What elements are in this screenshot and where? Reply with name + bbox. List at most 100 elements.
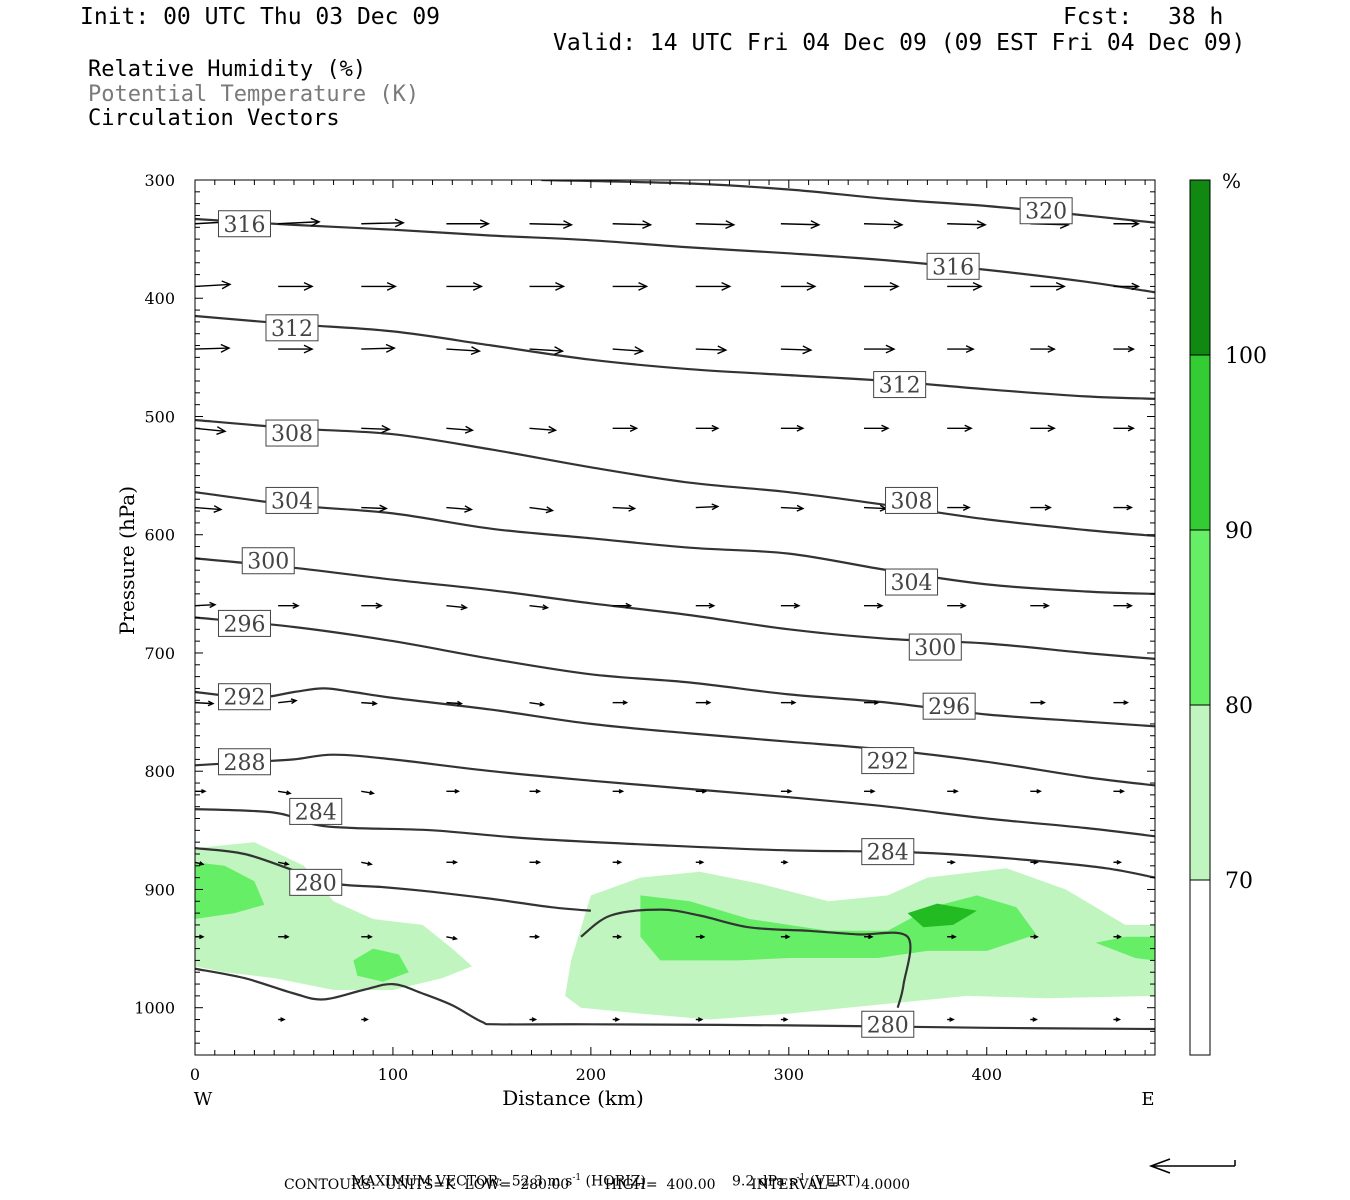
contour-label: 292 [217, 683, 271, 711]
contour-label: 280 [289, 868, 343, 896]
horiz-exponent: -1 [572, 1173, 582, 1183]
west-label: W [194, 1089, 213, 1110]
contour-label: 296 [922, 692, 976, 720]
theta-contour-284 [195, 847, 591, 912]
y-tick-label: 600 [144, 526, 175, 545]
colorbar-tick-label: 80 [1225, 694, 1253, 719]
circulation-vector [695, 788, 708, 794]
circulation-vector [278, 344, 314, 354]
circulation-vector [1030, 424, 1056, 433]
circulation-vector [1113, 425, 1136, 432]
vert-exponent: -1 [796, 1173, 806, 1183]
circulation-vector [446, 281, 484, 291]
circulation-vector [195, 700, 215, 707]
circulation-vector [529, 859, 542, 865]
y-tick-label: 300 [144, 171, 175, 190]
circulation-vector [1030, 504, 1052, 511]
circulation-vector [947, 281, 983, 291]
max-vector-horiz: MAXIMUM VECTOR: 52.3 m s [350, 1173, 573, 1190]
y-tick-label: 1000 [134, 999, 175, 1018]
rh-region-80 [353, 948, 409, 982]
colorbar-unit: % [1222, 169, 1241, 193]
forecast-hour: 38 h [1168, 4, 1224, 30]
colorbar-tick-label: 70 [1225, 869, 1253, 894]
circulation-vector [1113, 504, 1134, 511]
svg-text:280: 280 [867, 1013, 909, 1038]
init-time: Init: 00 UTC Thu 03 Dec 09 [80, 4, 441, 30]
circulation-vector [278, 602, 300, 609]
circulation-vector [195, 343, 231, 353]
circulation-vector [446, 859, 459, 865]
circulation-vector [529, 506, 555, 514]
contour-label: 316 [926, 252, 980, 280]
theta-contour-308 [195, 418, 1155, 537]
y-tick-label: 900 [144, 880, 175, 899]
circulation-vector [529, 934, 541, 940]
circulation-vector [947, 934, 957, 940]
circulation-vector [780, 859, 789, 865]
circulation-vector [1113, 859, 1123, 865]
circulation-vector [1113, 282, 1141, 291]
circulation-vector [361, 700, 378, 706]
circulation-vector [864, 602, 884, 609]
circulation-vector [446, 346, 482, 356]
rh-region-80 [195, 862, 265, 919]
circulation-vector [278, 934, 290, 940]
circulation-vector [947, 424, 973, 433]
svg-text:292: 292 [867, 750, 909, 775]
circulation-vector [1113, 602, 1134, 609]
theta-contour-296 [195, 616, 1155, 728]
svg-text:284: 284 [867, 841, 909, 866]
contour-label: 280 [861, 1010, 915, 1038]
circulation-vector [864, 934, 874, 940]
svg-text:312: 312 [879, 374, 921, 399]
vert-unit: (VERT) [805, 1173, 861, 1190]
max-vector-text: MAXIMUM VECTOR: 52.3 m s-1 (HORIZ) 9.2 dP… [342, 1157, 861, 1190]
circulation-vector [695, 700, 712, 706]
svg-text:308: 308 [891, 489, 933, 514]
circulation-vector [612, 346, 645, 356]
valid-time: Valid: 14 UTC Fri 04 Dec 09 (09 EST Fri … [553, 30, 1246, 56]
colorbar-tick-label: 100 [1225, 344, 1267, 369]
circulation-vector [1113, 934, 1123, 940]
circulation-vector [1030, 788, 1042, 794]
x-axis-title: Distance (km) [502, 1086, 644, 1110]
circulation-vector [947, 1017, 955, 1022]
theta-contour-316 [195, 217, 1155, 294]
circulation-vector [695, 602, 716, 609]
max-vector-vert: 9.2 dPa s [731, 1173, 797, 1190]
circulation-vector [780, 602, 801, 609]
circulation-vector [947, 345, 975, 354]
circulation-vector [361, 602, 383, 609]
circulation-vector [278, 1017, 286, 1022]
circulation-vector [780, 220, 821, 230]
circulation-vector [1030, 602, 1050, 609]
theta-contour-300 [195, 557, 1155, 660]
theta-contour-280 [580, 908, 912, 1008]
circulation-vector [864, 220, 904, 230]
contour-label: 288 [217, 748, 271, 776]
circulation-vector [529, 701, 546, 707]
circulation-vector [529, 604, 550, 611]
circulation-vector [1030, 281, 1066, 291]
contour-label: 312 [265, 314, 319, 342]
circulation-vector [1113, 788, 1126, 794]
rh-region-70 [195, 842, 473, 990]
circulation-vector [780, 281, 817, 291]
svg-text:308: 308 [271, 422, 313, 447]
circulation-vector [612, 788, 625, 794]
circulation-vector [361, 790, 375, 796]
contour-label: 296 [217, 609, 271, 637]
contour-label: 304 [885, 568, 939, 596]
circulation-vector [446, 219, 491, 229]
circulation-vector [446, 505, 474, 513]
theta-contour-292 [195, 687, 1155, 787]
circulation-vector [1030, 934, 1039, 940]
svg-text:304: 304 [891, 571, 933, 596]
circulation-vector [361, 218, 405, 228]
theta-contour-320 [541, 180, 1155, 224]
circulation-vector [612, 934, 623, 940]
svg-text:284: 284 [295, 800, 337, 825]
contour-label: 308 [885, 486, 939, 514]
circulation-vector [947, 859, 956, 865]
